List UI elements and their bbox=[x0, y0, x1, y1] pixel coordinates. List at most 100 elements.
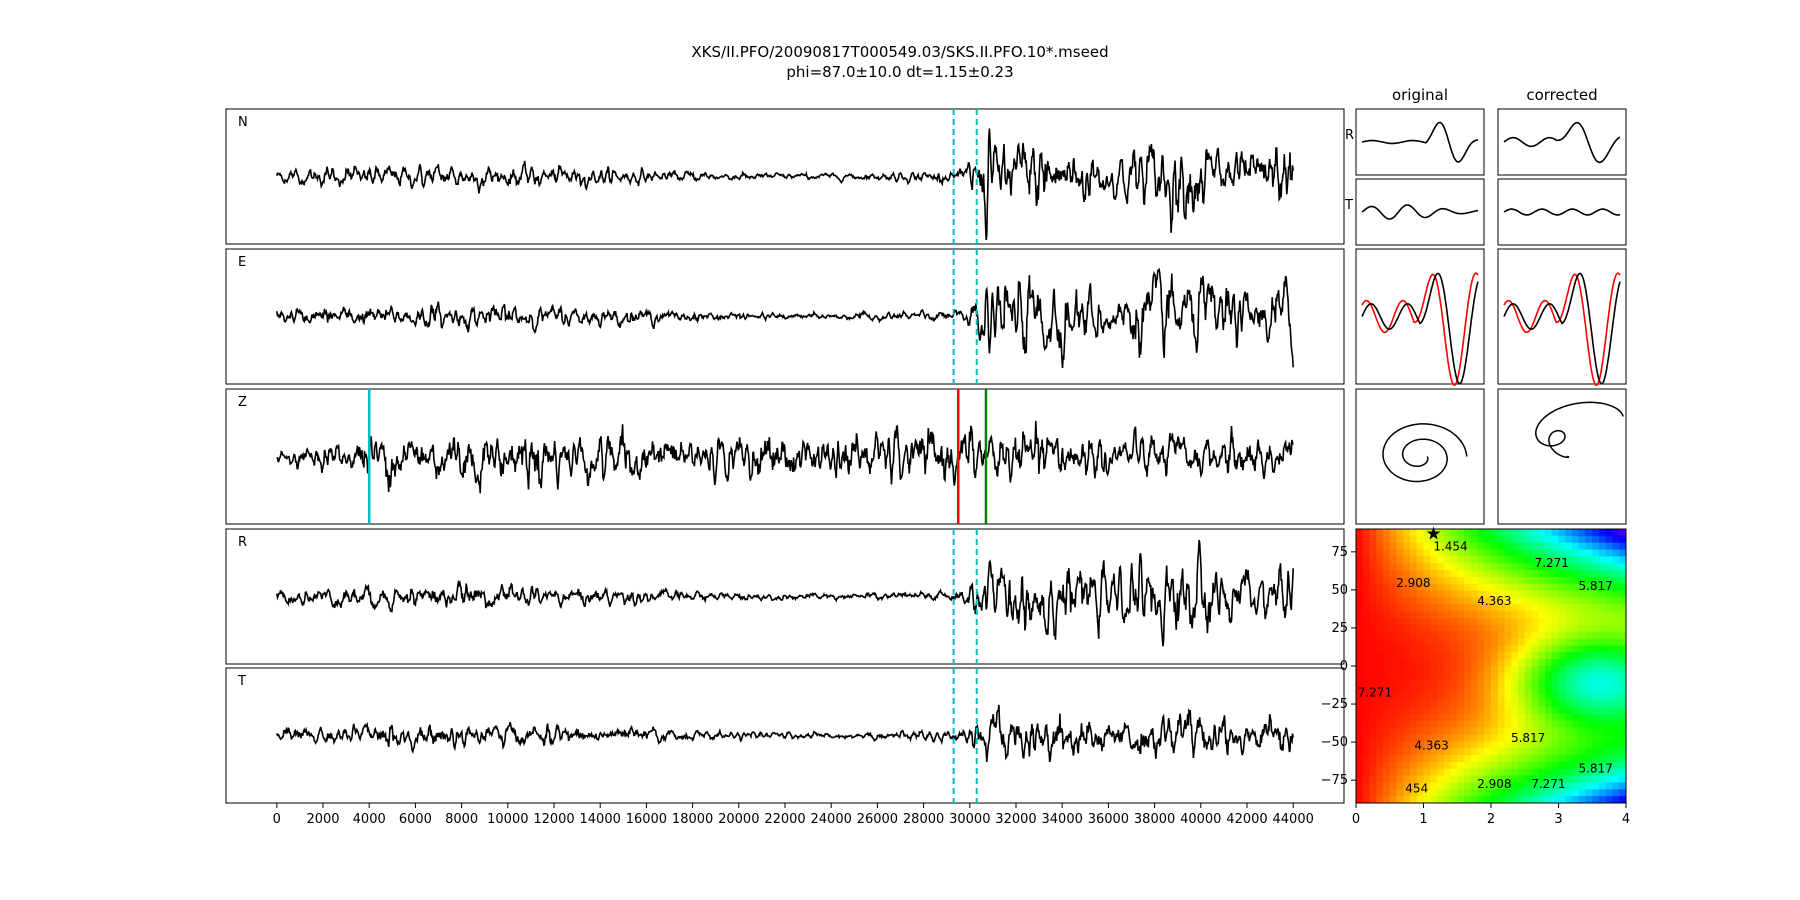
grid-cell bbox=[1605, 707, 1614, 715]
grid-cell bbox=[1443, 775, 1452, 784]
grid-cell bbox=[1383, 796, 1391, 803]
grid-cell bbox=[1585, 624, 1593, 633]
grid-cell bbox=[1443, 590, 1452, 599]
grid-cell bbox=[1531, 741, 1539, 749]
grid-cell bbox=[1376, 652, 1384, 660]
grid-cell bbox=[1612, 734, 1620, 742]
grid-cell bbox=[1545, 789, 1553, 797]
grid-cell bbox=[1403, 631, 1411, 640]
grid-cell bbox=[1538, 693, 1546, 701]
grid-cell bbox=[1551, 535, 1560, 544]
grid-cell bbox=[1551, 727, 1560, 736]
grid-cell bbox=[1484, 645, 1492, 653]
grid-cell bbox=[1389, 741, 1398, 749]
grid-cell bbox=[1565, 652, 1573, 660]
grid-cell bbox=[1538, 686, 1546, 694]
grid-cell bbox=[1572, 796, 1580, 803]
grid-cell bbox=[1423, 659, 1431, 667]
grid-cell bbox=[1437, 734, 1445, 742]
grid-cell bbox=[1484, 556, 1492, 564]
compare-panel bbox=[1355, 388, 1485, 525]
grid-cell bbox=[1396, 672, 1404, 681]
grid-cell bbox=[1410, 700, 1418, 708]
grid-cell bbox=[1450, 727, 1458, 736]
grid-cell bbox=[1578, 666, 1587, 674]
grid-cell bbox=[1470, 768, 1479, 777]
grid-cell bbox=[1585, 761, 1593, 770]
grid-cell bbox=[1531, 727, 1539, 736]
grid-cell bbox=[1565, 549, 1573, 557]
grid-cell bbox=[1578, 775, 1587, 784]
grid-cell bbox=[1545, 666, 1553, 674]
grid-cell bbox=[1457, 618, 1465, 626]
x-tick-label: 34000 bbox=[1042, 812, 1083, 827]
grid-cell bbox=[1477, 618, 1485, 626]
grid-cell bbox=[1369, 672, 1377, 681]
grid-cell bbox=[1430, 761, 1438, 770]
grid-cell bbox=[1470, 672, 1479, 681]
grid-cell bbox=[1599, 686, 1607, 694]
grid-cell bbox=[1362, 741, 1371, 749]
grid-cell bbox=[1578, 652, 1587, 660]
grid-cell bbox=[1592, 672, 1600, 681]
grid-cell bbox=[1619, 782, 1626, 790]
compare-panel bbox=[1355, 178, 1485, 246]
grid-cell bbox=[1403, 624, 1411, 633]
grid-cell bbox=[1443, 597, 1452, 605]
grid-cell bbox=[1545, 672, 1553, 681]
grid-cell bbox=[1430, 672, 1438, 681]
grid-cell bbox=[1565, 761, 1573, 770]
grid-cell bbox=[1477, 672, 1485, 681]
grid-cell bbox=[1403, 570, 1411, 578]
grid-cell bbox=[1518, 529, 1526, 537]
grid-cell bbox=[1470, 597, 1479, 605]
grid-cell bbox=[1538, 748, 1546, 756]
grid-cell bbox=[1403, 713, 1411, 722]
grid-cell bbox=[1551, 638, 1560, 647]
grid-cell bbox=[1592, 638, 1600, 647]
grid-cell bbox=[1450, 535, 1458, 544]
grid-cell bbox=[1538, 782, 1546, 790]
grid-cell bbox=[1356, 796, 1364, 803]
grid-cell bbox=[1477, 734, 1485, 742]
grid-cell bbox=[1362, 638, 1371, 647]
grid-cell bbox=[1524, 672, 1533, 681]
grid-cell bbox=[1605, 775, 1614, 784]
panel-frame bbox=[225, 248, 1345, 385]
grid-cell bbox=[1592, 597, 1600, 605]
grid-cell bbox=[1538, 549, 1546, 557]
grid-cell bbox=[1504, 686, 1512, 694]
grid-cell bbox=[1578, 659, 1587, 667]
grid-cell bbox=[1504, 789, 1512, 797]
grid-cell bbox=[1612, 679, 1620, 688]
grid-cell bbox=[1484, 549, 1492, 557]
grid-cell bbox=[1605, 789, 1614, 797]
grid-cell bbox=[1356, 761, 1364, 770]
grid-cell bbox=[1464, 597, 1472, 605]
grid-cell bbox=[1389, 789, 1398, 797]
grid-cell bbox=[1410, 570, 1418, 578]
grid-cell bbox=[1511, 679, 1519, 688]
grid-cell bbox=[1619, 618, 1626, 626]
grid-cell bbox=[1599, 720, 1607, 729]
grid-cell bbox=[1450, 720, 1458, 729]
grid-cells bbox=[1356, 529, 1626, 803]
grid-cell bbox=[1396, 748, 1404, 756]
overlay-black-wave bbox=[1503, 272, 1621, 385]
grid-cell bbox=[1450, 796, 1458, 803]
grid-cell bbox=[1504, 707, 1512, 715]
grid-cell bbox=[1430, 727, 1438, 736]
grid-cell bbox=[1565, 748, 1573, 756]
x-tick-label: 2000 bbox=[306, 812, 339, 827]
grid-cell bbox=[1504, 576, 1512, 585]
grid-cell bbox=[1491, 597, 1499, 605]
grid-cell bbox=[1369, 720, 1377, 729]
grid-cell bbox=[1389, 542, 1398, 551]
grid-cell bbox=[1572, 529, 1580, 537]
grid-cell bbox=[1416, 707, 1425, 715]
grid-cell bbox=[1450, 734, 1458, 742]
grid-cell bbox=[1524, 720, 1533, 729]
grid-cell bbox=[1572, 707, 1580, 715]
grid-cell bbox=[1423, 686, 1431, 694]
grid-cell bbox=[1369, 796, 1377, 803]
